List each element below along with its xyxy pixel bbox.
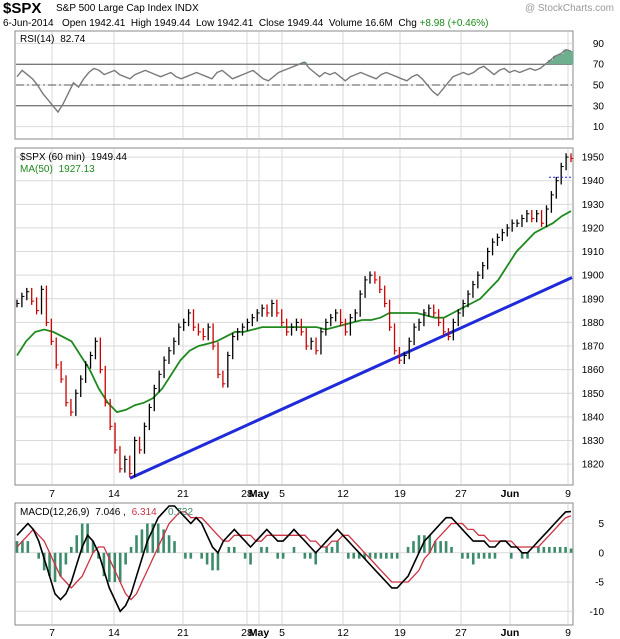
price-tick-label: 1820 <box>582 460 605 471</box>
volume-value: 16.6M <box>365 18 393 29</box>
price-tick-label: 1860 <box>582 365 605 376</box>
rsi-tick-label: 50 <box>593 81 605 92</box>
date-tick-label: 28 <box>241 627 253 639</box>
price-legend: $SPX (60 min) 1949.44 <box>20 152 127 163</box>
change-label: Chg <box>398 18 417 29</box>
date-tick-label: 21 <box>177 627 189 639</box>
close-label: Close <box>258 18 285 29</box>
date-tick-label: 19 <box>394 488 406 500</box>
price-tick-label: 1880 <box>582 318 605 329</box>
rsi-tick-label: 90 <box>593 39 605 50</box>
macd-panel: -10 -5 0 5 MACD(12,26,9) 7.046 , 6.314 , 0.… <box>14 502 605 626</box>
date-tick-label: 12 <box>337 627 349 639</box>
date-tick-label: 19 <box>394 627 406 639</box>
rsi-legend-label: RSI(14) <box>20 34 54 45</box>
price-legend-value: 1949.44 <box>91 152 128 163</box>
index-title: S&P 500 Large Cap Index INDX <box>56 3 199 14</box>
exchange-label: INDX <box>174 3 199 14</box>
support-trendline <box>129 276 573 480</box>
macd-tick-label: -5 <box>595 578 604 589</box>
rsi-legend-value: 82.74 <box>60 34 85 45</box>
date-tick-label: 5 <box>279 488 285 500</box>
price-tick-label: 1850 <box>582 389 605 400</box>
high-value: 1949.44 <box>154 18 191 29</box>
close-value: 1949.44 <box>287 18 324 29</box>
macd-legend-histogram: 0.732 <box>168 507 193 518</box>
date-tick-label: 9 <box>565 627 571 639</box>
macd-legend-macd: 7.046 <box>95 507 120 518</box>
macd-tick-label: 5 <box>598 519 604 530</box>
date-tick-label: 21 <box>177 488 189 500</box>
quote-date: 6-Jun-2014 <box>3 18 54 29</box>
change-value: +8.98 (+0.46%) <box>419 18 489 29</box>
macd-legend-label: MACD(12,26,9) <box>20 507 89 518</box>
date-tick-label: 27 <box>455 627 467 639</box>
rsi-tick-label: 30 <box>593 101 605 112</box>
date-tick-label: 9 <box>565 488 571 500</box>
ma-legend-value: 1927.13 <box>59 164 96 175</box>
rsi-tick-label: 10 <box>593 122 605 133</box>
rsi-axis: 10 30 50 70 90 <box>593 39 605 133</box>
price-tick-label: 1840 <box>582 412 605 423</box>
macd-legend-signal: 6.314 <box>132 507 157 518</box>
price-tick-label: 1950 <box>582 153 605 164</box>
date-tick-label: 28 <box>241 488 253 500</box>
price-tick-label: 1940 <box>582 176 605 187</box>
date-tick-label: Jun <box>501 488 520 500</box>
macd-line <box>16 505 572 613</box>
macd-tick-label: 0 <box>598 548 604 559</box>
rsi-legend: RSI(14) 82.74 <box>20 34 86 45</box>
price-panel: 1820 1830 1840 1850 1860 1870 1880 1890 1900 1910… <box>14 147 605 486</box>
price-tick-label: 1910 <box>582 247 605 258</box>
low-value: 1942.41 <box>217 18 254 29</box>
price-tick-label: 1930 <box>582 200 605 211</box>
date-tick-label: 14 <box>108 627 120 639</box>
price-tick-label: 1870 <box>582 342 605 353</box>
price-tick-label: 1830 <box>582 436 605 447</box>
price-axis: 1820 1830 1840 1850 1860 1870 1880 1890 1900 1910… <box>582 153 605 471</box>
ma-legend-label: MA(50) <box>20 164 53 175</box>
price-grid <box>16 149 572 484</box>
ma-legend: MA(50) 1927.13 <box>20 164 95 175</box>
rsi-grid <box>16 32 572 138</box>
volume-label: Volume <box>328 18 363 29</box>
low-label: Low <box>195 18 215 29</box>
date-tick-label: 5 <box>279 627 285 639</box>
macd-axis: -10 -5 0 5 <box>590 519 605 618</box>
macd-marks <box>15 505 573 613</box>
macd-frame <box>14 502 574 626</box>
chart-header: $SPX S&P 500 Large Cap Index INDX @ Stoc… <box>0 0 620 30</box>
date-tick-label: May <box>249 488 270 500</box>
price-tick-label: 1900 <box>582 271 605 282</box>
ticker-symbol: $SPX <box>3 0 42 17</box>
date-tick-label: May <box>249 627 270 639</box>
price-tick-label: 1890 <box>582 294 605 305</box>
open-label: Open <box>61 18 87 29</box>
rsi-panel: 10 30 50 70 90 RSI(14) 82.74 <box>14 30 605 140</box>
macd-signal-line <box>16 511 572 601</box>
price-legend-label: $SPX (60 min) <box>20 152 85 163</box>
date-tick-label: 12 <box>337 488 349 500</box>
macd-tick-label: -10 <box>590 607 605 618</box>
stockcharts-watermark: @ StockCharts.com <box>524 3 614 14</box>
date-tick-label: 27 <box>455 488 467 500</box>
date-tick-label: Jun <box>501 627 520 639</box>
rsi-marks <box>16 48 574 114</box>
macd-legend: MACD(12,26,9) 7.046 , 6.314 , 0.732 <box>20 507 193 518</box>
rsi-line <box>16 48 572 114</box>
rsi-tick-label: 70 <box>593 60 605 71</box>
date-tick-label: 7 <box>49 488 55 500</box>
price-tick-label: 1920 <box>582 223 605 234</box>
date-tick-label: 7 <box>49 627 55 639</box>
open-value: 1942.41 <box>89 18 126 29</box>
high-label: High <box>130 18 152 29</box>
ohlc-summary: 6-Jun-2014 Open 1942.41 High 1949.44 Low… <box>3 18 489 29</box>
index-name: S&P 500 Large Cap Index <box>56 3 173 14</box>
price-marks <box>16 153 574 480</box>
date-tick-label: 14 <box>108 488 120 500</box>
